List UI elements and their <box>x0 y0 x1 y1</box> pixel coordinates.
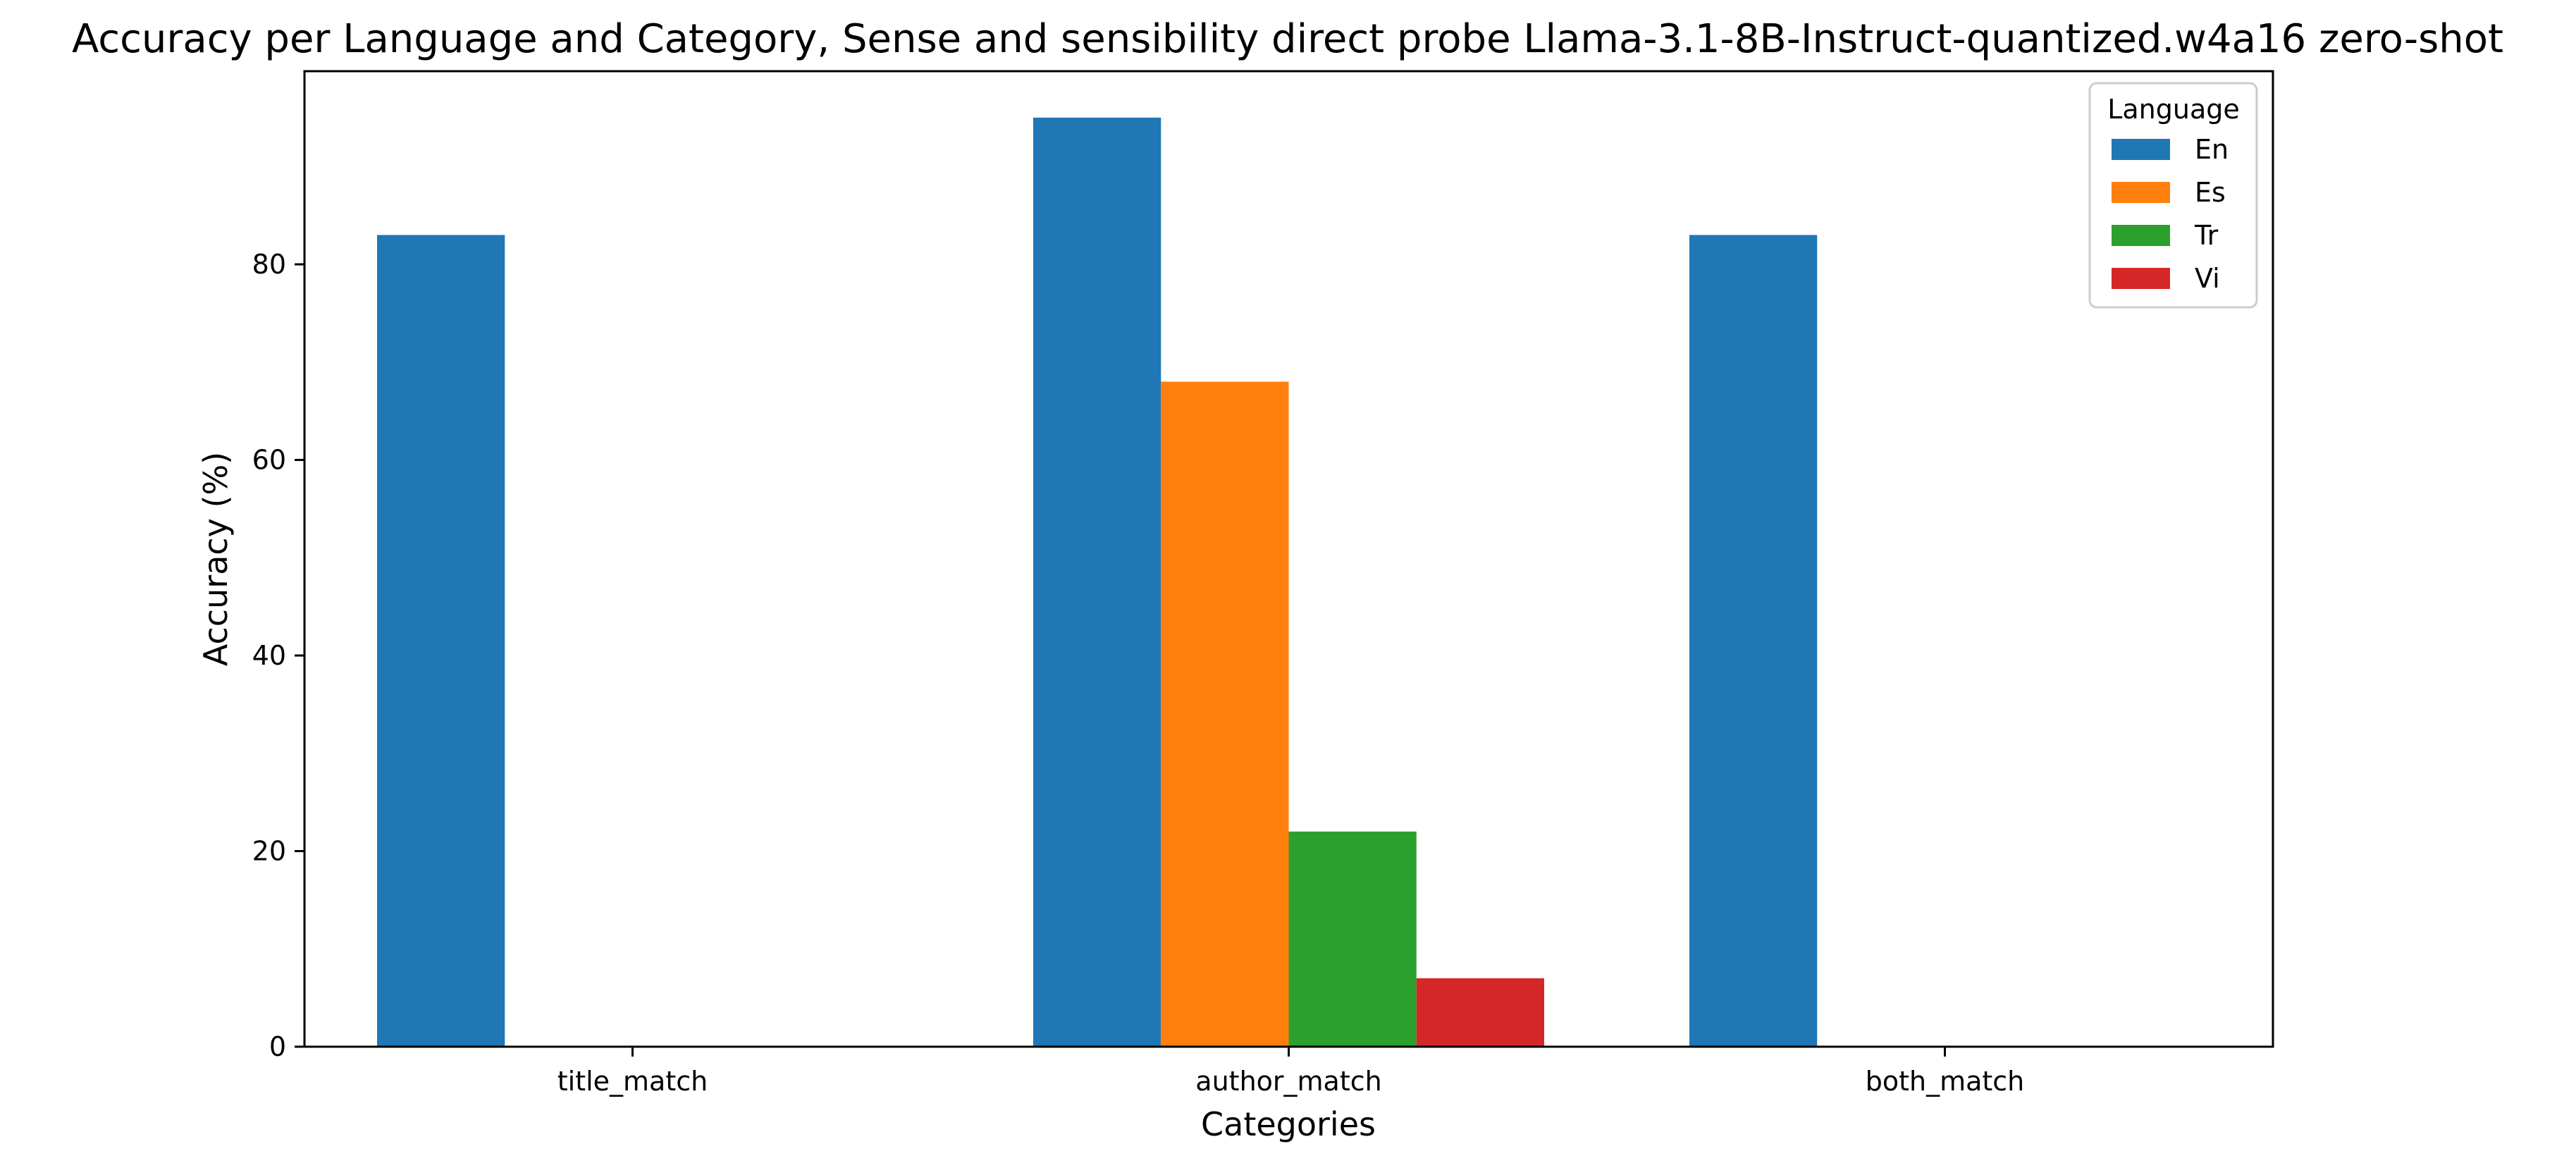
y-axis-label: Accuracy (%) <box>197 452 235 666</box>
bar-vi-author_match <box>1416 978 1544 1047</box>
x-tick-label: author_match <box>1195 1066 1381 1097</box>
y-tick-label: 0 <box>269 1031 286 1062</box>
chart-title: Accuracy per Language and Category, Sens… <box>72 16 2503 62</box>
y-axis: 0 20 40 60 80 <box>252 249 304 1062</box>
x-axis: title_match author_match both_match <box>557 1047 2025 1097</box>
x-tick-label: both_match <box>1866 1066 2025 1097</box>
legend-items: En Es Tr Vi <box>2112 134 2229 294</box>
legend-label-tr: Tr <box>2194 220 2219 251</box>
y-tick-label: 60 <box>252 445 286 476</box>
bar-tr-author_match <box>1288 831 1417 1047</box>
legend: Language En Es Tr Vi <box>2088 82 2258 309</box>
y-tick-label: 20 <box>252 836 286 867</box>
legend-label-en: En <box>2195 134 2229 165</box>
bar-en-author_match <box>1033 117 1161 1047</box>
legend-label-es: Es <box>2195 177 2226 208</box>
legend-swatch-en <box>2112 139 2170 160</box>
bar-en-title_match <box>377 235 505 1047</box>
legend-swatch-tr <box>2112 225 2170 246</box>
bar-es-author_match <box>1161 381 1289 1047</box>
x-tick-label: title_match <box>557 1066 708 1097</box>
y-tick-label: 80 <box>252 249 286 280</box>
legend-title: Language <box>2107 94 2240 125</box>
legend-label-vi: Vi <box>2195 263 2220 294</box>
legend-swatch-vi <box>2112 268 2170 289</box>
y-tick-label: 40 <box>252 640 286 671</box>
x-axis-label: Categories <box>1201 1105 1376 1143</box>
legend-swatch-es <box>2112 182 2170 203</box>
bar-en-both_match <box>1689 235 1818 1047</box>
bars-layer <box>377 117 1818 1047</box>
